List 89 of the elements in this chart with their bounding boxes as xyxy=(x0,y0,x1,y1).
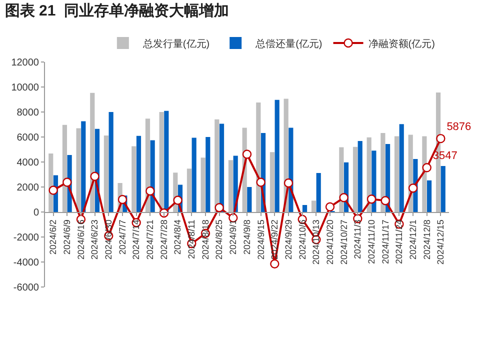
legend-label: 总发行量(亿元) xyxy=(142,38,210,50)
point xyxy=(422,163,432,172)
x-tick-label: 2024/8/25 xyxy=(214,220,224,260)
x-tick-label: 2024/8/11 xyxy=(186,220,197,259)
bar xyxy=(358,141,362,212)
x-tick-label: 2024/7/28 xyxy=(158,220,169,260)
x-tick-label: 2024/11/17 xyxy=(380,220,390,264)
point xyxy=(325,202,335,212)
legend-label: 总偿还量(亿元) xyxy=(254,38,322,50)
point xyxy=(436,134,446,144)
point xyxy=(366,194,376,204)
bar xyxy=(394,136,400,212)
bar xyxy=(159,112,164,212)
x-tick-label: 2024/10/20 xyxy=(324,220,335,265)
x-tick-label: 2024/6/23 xyxy=(90,220,100,260)
bar xyxy=(192,138,196,212)
bar xyxy=(81,121,86,212)
x-tick-label: 2024/9/1 xyxy=(228,220,238,255)
y-tick-label: 8000 xyxy=(16,108,40,118)
point xyxy=(118,194,128,204)
x-tick-label: 2024/6/30 xyxy=(104,220,114,260)
data-label: 5876 xyxy=(446,120,472,133)
bar xyxy=(214,119,220,212)
point xyxy=(146,186,155,196)
y-tick-label: -2000 xyxy=(13,232,40,244)
bar xyxy=(270,152,275,212)
x-tick-label: 2024/11/3 xyxy=(352,220,363,259)
point xyxy=(284,178,294,188)
point xyxy=(339,193,348,202)
bar xyxy=(132,146,136,212)
bar xyxy=(426,180,432,212)
x-tick-label: 2024/11/10 xyxy=(366,220,376,264)
bar xyxy=(186,168,192,212)
x-tick-label: 2024/10/6 xyxy=(297,220,308,260)
x-tick-label: 2024/9/22 xyxy=(270,220,280,260)
x-tick-label: 2024/10/27 xyxy=(338,220,349,265)
bar xyxy=(352,146,358,212)
bar xyxy=(164,110,169,212)
bar xyxy=(104,136,109,212)
point xyxy=(256,178,266,187)
y-tick-label: 2000 xyxy=(16,182,40,194)
x-tick-label: 2024/9/15 xyxy=(256,220,266,260)
point xyxy=(48,186,58,195)
x-tick-label: 2024/7/7 xyxy=(117,220,128,255)
bar xyxy=(316,173,321,212)
x-tick-label: 2024/12/8 xyxy=(422,220,432,260)
x-tick-label: 2024/6/16 xyxy=(76,220,86,260)
y-tick-label: 4000 xyxy=(16,158,40,168)
x-tick-label: 2024/10/13 xyxy=(311,220,322,265)
bar xyxy=(440,166,446,212)
y-tick-label: 0 xyxy=(33,208,40,218)
bar xyxy=(228,160,234,212)
bar xyxy=(136,136,142,212)
point xyxy=(242,150,252,159)
x-tick-label: 2024/6/9 xyxy=(62,220,72,255)
x-tick-label: 2024/8/18 xyxy=(200,220,210,260)
y-tick-label: 12000 xyxy=(11,58,40,68)
x-tick-label: 2024/8/4 xyxy=(172,220,183,255)
point xyxy=(380,196,390,206)
legend-label: 净融资额(亿元) xyxy=(368,38,435,50)
x-tick-label: 2024/7/21 xyxy=(145,220,156,260)
y-tick-label: 10000 xyxy=(11,82,40,94)
bar xyxy=(247,187,252,212)
x-tick-label: 2024/11/24 xyxy=(394,220,404,264)
bar xyxy=(399,124,404,212)
bar xyxy=(200,158,206,212)
x-tick-label: 2024/6/2 xyxy=(48,220,58,255)
x-tick-label: 2024/12/15 xyxy=(436,220,446,265)
point xyxy=(90,172,100,181)
bar xyxy=(274,100,280,212)
point xyxy=(408,184,418,193)
y-tick-label: 6000 xyxy=(16,132,40,144)
x-tick-label: 2024/9/8 xyxy=(242,220,252,255)
y-tick-label: -6000 xyxy=(13,282,40,294)
point xyxy=(62,178,72,187)
bar xyxy=(311,200,316,212)
point xyxy=(173,196,182,205)
bar xyxy=(108,112,114,212)
bar xyxy=(206,137,210,212)
point xyxy=(214,203,224,212)
bar xyxy=(302,205,308,212)
x-tick-label: 2024/7/14 xyxy=(131,220,142,260)
x-tick-label: 2024/12/1 xyxy=(408,220,418,260)
point xyxy=(270,259,280,268)
bar xyxy=(76,128,81,212)
data-label: 3547 xyxy=(432,150,458,162)
y-tick-label: -4000 xyxy=(13,258,40,268)
x-tick-label: 2024/9/29 xyxy=(283,220,294,260)
chart-title: 图表 21 同业存单净融资大幅增加 xyxy=(4,2,230,20)
